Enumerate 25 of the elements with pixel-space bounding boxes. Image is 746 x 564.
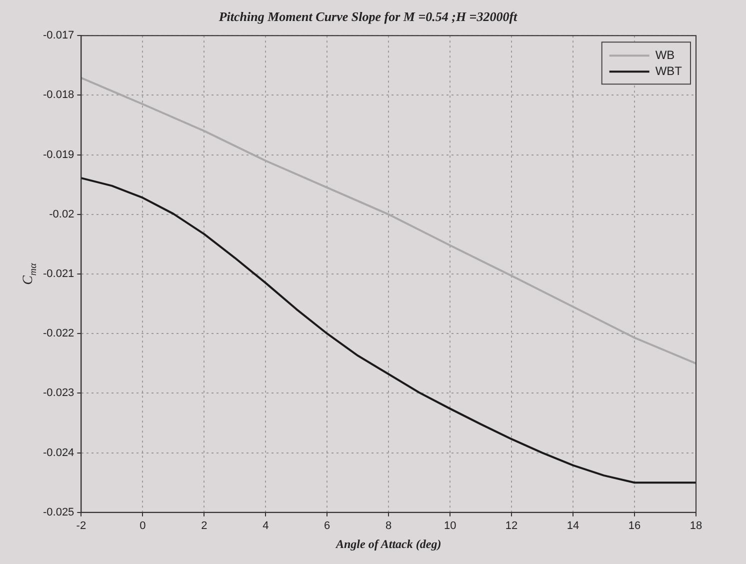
- y-axis-title: Cmα: [21, 262, 39, 285]
- x-tick-label: 2: [201, 520, 208, 532]
- x-tick-label: 6: [324, 520, 330, 532]
- y-tick-label: -0.024: [42, 446, 74, 459]
- y-tick-label: -0.023: [42, 387, 74, 400]
- y-tick-label: -0.025: [42, 506, 74, 518]
- x-tick-label: 14: [566, 520, 580, 532]
- x-tick-label: 18: [690, 520, 702, 532]
- y-tick-label: -0.022: [42, 328, 74, 340]
- chart-title: Pitching Moment Curve Slope for M =0.54 ;H =32000ft: [218, 9, 518, 24]
- x-tick-label: 10: [444, 520, 456, 532]
- x-tick-label: 8: [386, 520, 392, 532]
- legend-label: WB: [655, 48, 675, 62]
- y-tick-label: -0.019: [42, 148, 74, 161]
- y-tick-label: -0.018: [42, 89, 74, 102]
- x-tick-label: 0: [140, 520, 146, 532]
- y-tick-label: -0.017: [42, 30, 74, 42]
- x-tick-label: 16: [628, 520, 641, 532]
- legend-label: WBT: [655, 64, 683, 78]
- x-tick-label: 4: [262, 520, 269, 532]
- y-tick-label: -0.021: [42, 268, 74, 280]
- x-tick-label: -2: [76, 520, 86, 532]
- x-axis-title: Angle of Attack (deg): [334, 536, 442, 551]
- x-tick-label: 12: [505, 520, 518, 532]
- y-tick-label: -0.02: [49, 208, 74, 220]
